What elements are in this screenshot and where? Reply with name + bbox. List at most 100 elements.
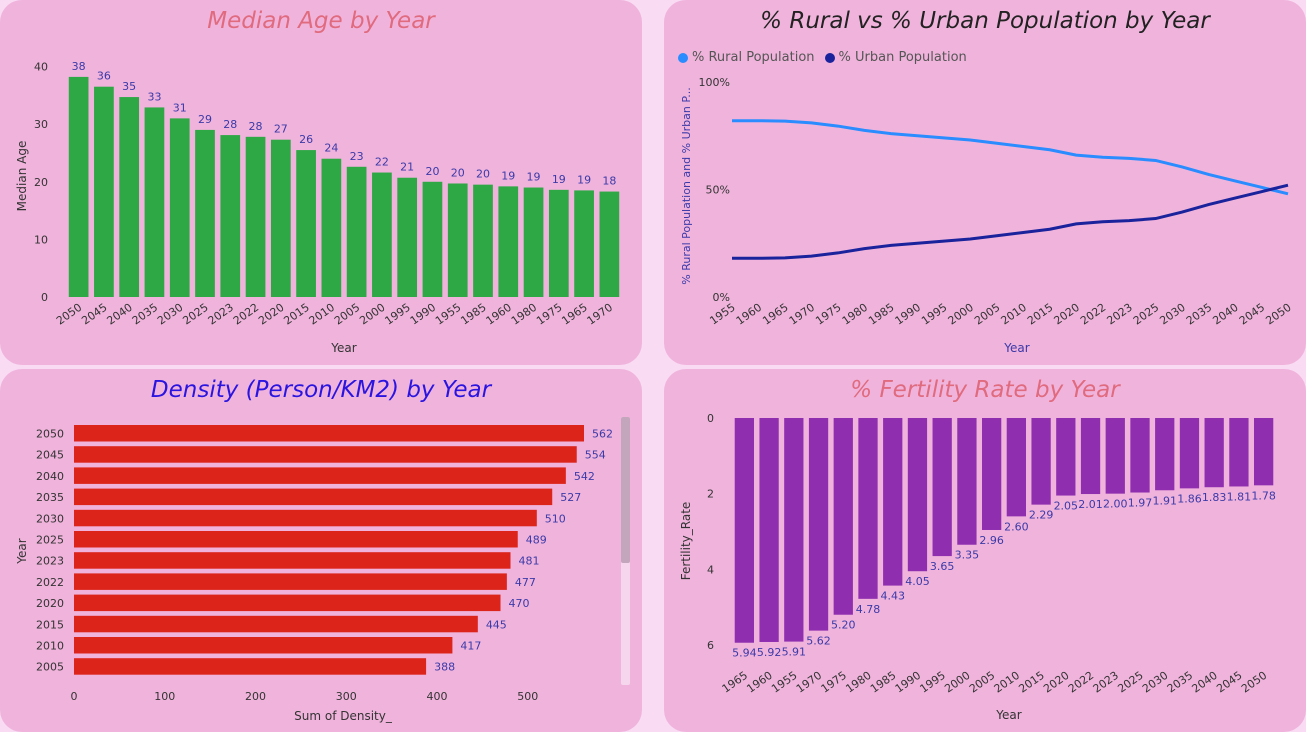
density-bar [74,573,507,590]
density-title: Density (Person/KM2) by Year [150,377,492,403]
x-tick-label: 2045 [1237,301,1267,328]
data-label: 26 [299,133,313,146]
rural-line [732,119,1289,196]
fertility-bar [1229,418,1249,487]
data-label: 28 [249,120,263,133]
fertility-bar [1080,418,1101,495]
x-tick-label: 2023 [1091,669,1121,696]
legend-item-rural[interactable]: % Rural Population [678,50,815,65]
data-label: 5.62 [806,635,831,648]
density-bar [74,637,453,654]
x-axis-label: Sum of Density_ [294,709,393,723]
x-tick-label: 2015 [1025,301,1055,328]
data-label: 35 [122,80,136,93]
x-tick-label: 1965 [720,669,750,696]
data-label: 1.97 [1128,497,1153,510]
y-tick-label: 2035 [36,491,64,504]
data-label: 481 [518,555,539,568]
median-age-title: Median Age by Year [207,8,435,34]
data-label: 3.65 [930,560,955,573]
x-tick-label: 2015 [281,301,311,328]
fertility-bar [1105,418,1125,494]
fertility-chart: 0 2 4 6 5.94 1965 5.92 1960 5.91 1955 5.62 1970 5.20… [679,412,1276,722]
fertility-bar [759,418,779,642]
y-tick-label: 2 [707,488,714,501]
data-label: 4.43 [880,590,905,603]
data-label: 20 [451,166,465,179]
x-tick-label: 1985 [868,669,898,696]
data-label: 2.00 [1103,498,1128,511]
data-label: 1.83 [1202,491,1227,504]
data-label: 20 [476,168,490,181]
x-tick-label: 2005 [332,301,362,328]
fertility-bar [808,418,829,631]
data-label: 417 [460,640,481,653]
x-tick-label: 2023 [1104,301,1134,328]
x-tick-label: 1955 [769,669,799,696]
x-tick-label: 1975 [534,301,564,328]
x-tick-label: 2010 [999,301,1029,328]
y-tick-label: 2025 [36,534,64,547]
data-label: 20 [425,165,439,178]
x-tick-label: 2040 [1210,301,1240,328]
data-label: 1.86 [1177,492,1202,505]
x-tick-label: 1970 [787,301,817,328]
density-chart: 562 2050 554 2045 542 2040 527 2035 510 2030 489 20… [15,417,630,723]
x-tick-label: 2000 [942,669,972,696]
median-age-bar [220,135,241,297]
x-tick-label: 2020 [1052,301,1082,328]
data-label: 1.81 [1227,490,1252,503]
data-label: 21 [400,161,414,174]
y-tick-label: 2050 [36,428,64,441]
x-tick-label: 1960 [484,301,514,328]
y-tick-label: 2022 [36,576,64,589]
x-tick-label: 1970 [794,669,824,696]
fertility-bar [784,418,804,642]
median-age-bar [321,158,342,297]
y-tick-label: 0 [707,412,714,425]
y-axis-label: % Rural Population and % Urban P... [680,87,693,285]
y-tick-label: 30 [34,118,48,131]
rural-urban-title: % Rural vs % Urban Population by Year [760,8,1210,34]
y-tick-label: 100% [699,76,730,89]
x-tick-label: 1990 [893,301,923,328]
legend-item-urban[interactable]: % Urban Population [824,50,967,65]
rural-urban-legend[interactable]: % Rural Population % Urban Population [678,50,967,65]
median-age-bar [119,97,140,297]
y-tick-label: 10 [34,233,48,246]
fertility-bar [1006,418,1027,517]
data-label: 1.91 [1152,494,1177,507]
data-label: 18 [602,175,616,188]
y-tick-label: 6 [707,639,714,652]
fertility-bar [981,418,1002,530]
median-age-bar [94,86,114,297]
data-label: 554 [585,449,606,462]
density-bar [74,467,566,484]
x-tick-label: 2040 [1190,669,1220,696]
data-label: 19 [552,173,566,186]
median-age-bar [447,183,468,297]
x-tick-label: 2035 [130,301,160,328]
data-label: 19 [527,171,541,184]
x-tick-label: 1965 [559,301,589,328]
x-tick-label: 1995 [918,669,948,696]
data-label: 4.05 [905,575,930,588]
data-label: 527 [560,491,581,504]
x-tick-label: 2020 [256,301,286,328]
fertility-title: % Fertility Rate by Year [850,377,1120,403]
data-label: 2.96 [979,534,1004,547]
x-tick-label: 1975 [813,301,843,328]
y-tick-label: 2045 [36,449,64,462]
x-tick-label: 2020 [1041,669,1071,696]
x-tick-label: 200 [245,690,266,703]
data-label: 29 [198,113,212,126]
data-label: 3.35 [955,549,980,562]
density-bar [74,615,478,633]
density-bar [74,425,584,442]
x-tick-label: 2035 [1165,669,1195,696]
x-tick-label: 2035 [1184,301,1214,328]
legend-label-rural: % Rural Population [692,50,815,65]
x-tick-label: 2025 [180,301,210,328]
x-tick-label: 2022 [231,301,261,328]
x-tick-label: 1965 [760,301,790,328]
